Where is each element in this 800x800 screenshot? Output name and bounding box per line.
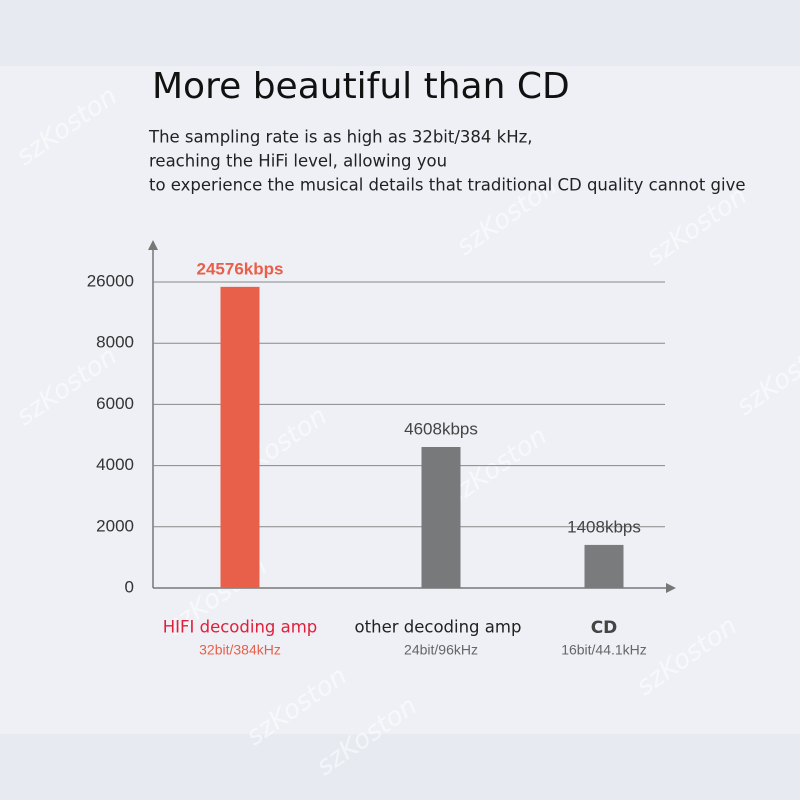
y-tick-label: 0: [125, 577, 134, 596]
category-note: 24bit/96kHz: [404, 642, 478, 658]
bar: [220, 286, 260, 588]
x-tick-label: CD: [591, 618, 618, 638]
x-tick-label: other decoding amp: [355, 618, 522, 637]
bar: [421, 446, 461, 588]
value-label: 4608kbps: [404, 419, 478, 438]
subtitle-line: to experience the musical details that t…: [149, 176, 746, 195]
y-axis-arrow: [148, 240, 158, 250]
y-tick-label: 26000: [87, 271, 134, 290]
value-label: 24576kbps: [197, 259, 284, 278]
x-axis-arrow: [666, 583, 676, 593]
x-tick-label: HIFI decoding amp: [163, 618, 318, 637]
y-tick-label: 2000: [96, 516, 134, 535]
chart-title: More beautiful than CD: [152, 66, 570, 107]
y-tick-label: 8000: [96, 333, 134, 352]
subtitle-line: The sampling rate is as high as 32bit/38…: [148, 128, 533, 147]
category-note: 16bit/44.1kHz: [561, 642, 647, 658]
y-tick-label: 4000: [96, 455, 134, 474]
subtitle-line: reaching the HiFi level, allowing you: [149, 152, 447, 171]
bar: [584, 544, 624, 588]
value-label: 1408kbps: [567, 517, 641, 536]
y-tick-label: 6000: [96, 394, 134, 413]
panel: [0, 66, 800, 734]
category-note: 32bit/384kHz: [199, 642, 281, 658]
